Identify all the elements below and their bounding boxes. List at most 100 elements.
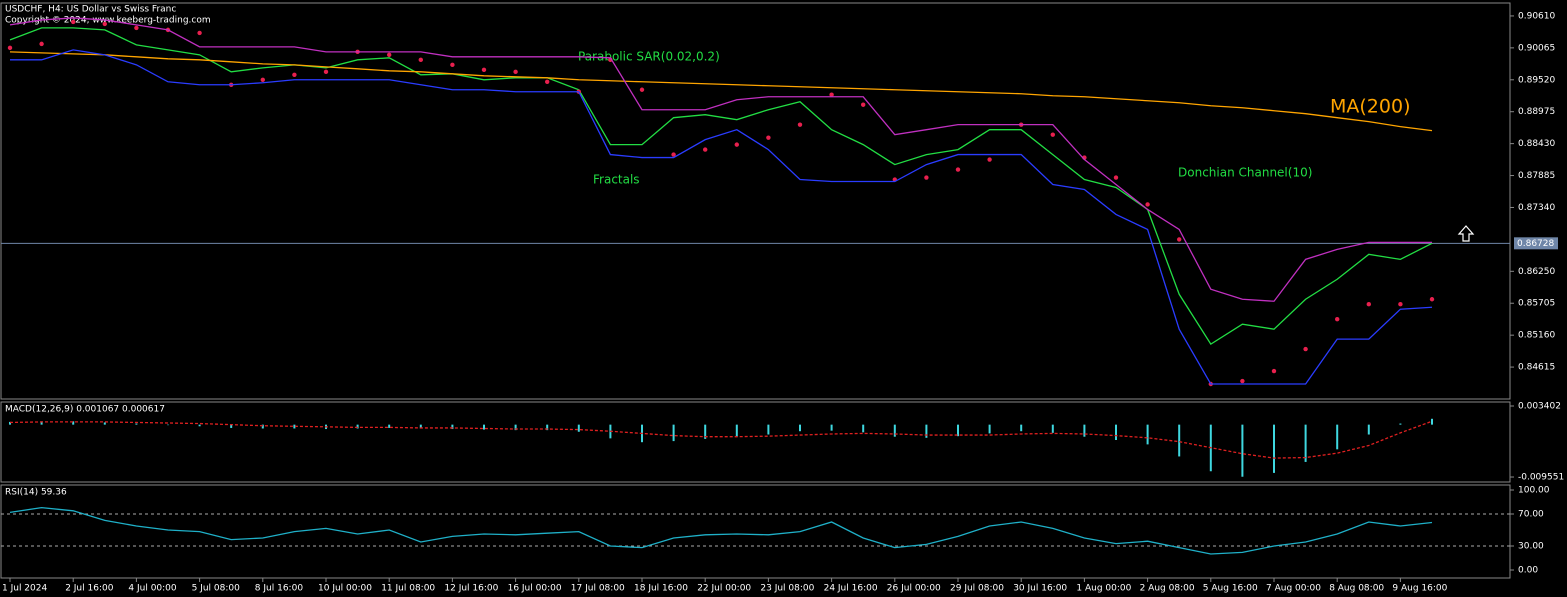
sar-dot <box>1366 302 1372 307</box>
x-tick-label: 24 Jul 16:00 <box>824 584 878 594</box>
sar-dot <box>1177 237 1182 242</box>
y-tick-label: 0.88975 <box>1518 107 1555 117</box>
sar-dot <box>1050 132 1056 137</box>
sar-dot <box>387 52 392 58</box>
y-tick-label: 0.90065 <box>1518 43 1555 53</box>
macd-bar <box>483 424 485 430</box>
sar-dot <box>323 69 329 75</box>
macd-bar <box>72 421 75 425</box>
macd-bar <box>198 424 201 427</box>
y-tick-label: 30.00 <box>1518 542 1544 552</box>
sar-dot <box>861 102 866 107</box>
x-tick-label: 1 Aug 00:00 <box>1076 584 1131 594</box>
x-tick-label: 17 Jul 08:00 <box>571 584 625 594</box>
ma-annotation: MA(200) <box>1330 96 1410 118</box>
x-tick-label: 23 Jul 08:00 <box>760 584 814 594</box>
y-tick-label: 0.003402 <box>1518 401 1561 411</box>
x-tick-label: 12 Jul 16:00 <box>444 584 498 594</box>
sar-dot <box>955 167 961 172</box>
macd-bar <box>546 424 549 431</box>
x-tick-label: 30 Jul 16:00 <box>1013 584 1067 594</box>
macd-bar <box>388 424 391 428</box>
x-tick-label: 10 Jul 00:00 <box>318 584 372 594</box>
macd-bar <box>1051 424 1054 433</box>
y-tick-label: 0.88430 <box>1518 139 1555 149</box>
macd-bar <box>293 424 296 429</box>
sar-dot <box>1240 378 1245 384</box>
macd-bar <box>1399 423 1402 425</box>
sar-dot <box>639 87 645 92</box>
macd-bar <box>1178 424 1181 457</box>
sar-dot <box>703 147 708 152</box>
x-tick-label: 9 Aug 16:00 <box>1392 584 1447 594</box>
chart-title: USDCHF, H4: US Dollar vs Swiss Franc <box>5 5 176 15</box>
y-tick-label: 0.87885 <box>1518 171 1555 181</box>
x-tick-label: 5 Aug 16:00 <box>1203 584 1258 594</box>
macd-bar <box>261 424 264 429</box>
macd-bar <box>767 424 770 435</box>
macd-bar <box>799 424 801 432</box>
x-tick-label: 1 Jul 2024 <box>2 584 47 594</box>
sar-dot <box>1271 368 1277 374</box>
macd-bar <box>419 424 422 429</box>
sar-dot <box>418 57 423 63</box>
sar-dot <box>71 19 76 25</box>
sar-dot <box>39 41 44 47</box>
x-tick-label: 5 Jul 08:00 <box>192 584 241 594</box>
y-tick-label: 0.86250 <box>1518 267 1555 277</box>
macd-bar <box>1115 424 1117 440</box>
sar-dot <box>734 142 739 147</box>
price-panel <box>0 2 1511 400</box>
sar-dot <box>1335 316 1340 322</box>
sar-dot <box>134 25 139 31</box>
macd-bar <box>704 424 707 439</box>
x-tick-label: 29 Jul 08:00 <box>950 584 1004 594</box>
macd-bar <box>356 424 359 429</box>
y-tick-label: 100.00 <box>1518 486 1550 496</box>
macd-bar <box>988 424 991 434</box>
fractals-annotation: Fractals <box>593 173 640 187</box>
sar-dot <box>1429 297 1435 302</box>
rsi-title: RSI(14) 59.36 <box>5 488 67 498</box>
y-tick-label: 0.90610 <box>1518 11 1555 21</box>
macd-bar <box>735 424 738 437</box>
x-tick-label: 8 Aug 08:00 <box>1329 584 1384 594</box>
y-tick-label: 0.85705 <box>1518 299 1555 309</box>
macd-bar <box>514 424 517 431</box>
sar-dot <box>671 152 676 157</box>
macd-bar <box>577 424 580 432</box>
sar-dot <box>545 79 550 84</box>
sar-dot <box>829 92 834 97</box>
macd-bar <box>862 424 865 433</box>
x-tick-label: 8 Jul 16:00 <box>255 584 304 594</box>
series-line <box>9 51 1433 132</box>
series-line <box>9 27 1433 346</box>
sar-dot <box>1145 202 1150 207</box>
macd-bar <box>1241 424 1244 477</box>
macd-bar <box>1083 424 1086 437</box>
macd-bar <box>1304 424 1307 462</box>
last-price-label: 0.86728 <box>1517 239 1554 249</box>
sar-dot <box>481 67 487 73</box>
macd-bar <box>1146 424 1149 445</box>
macd-bar <box>830 424 833 431</box>
x-tick-label: 4 Jul 00:00 <box>128 584 177 594</box>
x-tick-label: 22 Jul 00:00 <box>697 584 751 594</box>
macd-bar <box>40 421 43 425</box>
macd-bar <box>167 424 169 426</box>
y-tick-label: 70.00 <box>1518 510 1544 520</box>
donchian-annotation: Donchian Channel(10) <box>1178 166 1312 180</box>
sar-dot <box>1398 302 1403 307</box>
y-tick-label: 0.89520 <box>1518 75 1555 85</box>
macd-bar <box>1431 418 1433 425</box>
macd-title: MACD(12,26,9) 0.001067 0.000617 <box>5 405 165 415</box>
macd-bar <box>893 424 896 437</box>
series-line <box>9 506 1433 555</box>
y-tick-label: 0.87340 <box>1518 203 1555 213</box>
y-tick-label: 0.84615 <box>1518 363 1555 373</box>
x-tick-label: 2 Aug 08:00 <box>1140 584 1195 594</box>
sar-dot <box>1113 175 1119 180</box>
sar-dot <box>513 69 518 75</box>
y-tick-label: 0.00 <box>1518 566 1538 576</box>
